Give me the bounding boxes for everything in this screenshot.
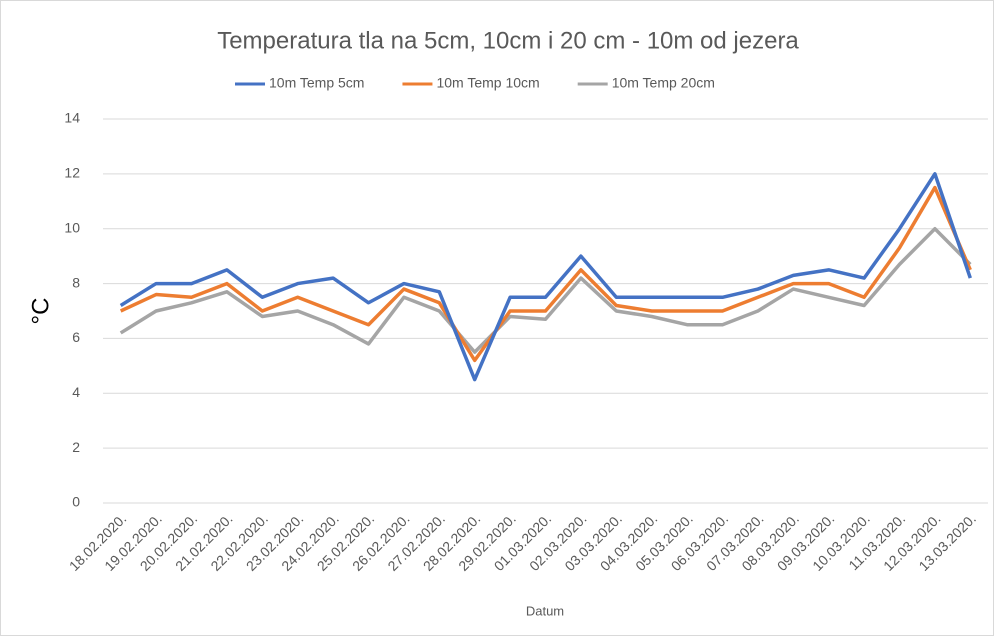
y-tick-label: 0: [72, 494, 80, 510]
y-tick-label: 8: [72, 274, 80, 290]
series-line: [119, 226, 972, 354]
legend-label: 10m Temp 10cm: [436, 75, 539, 91]
chart-title: Temperatura tla na 5cm, 10cm i 20 cm - 1…: [217, 27, 799, 54]
legend-label: 10m Temp 5cm: [269, 75, 364, 91]
y-tick-label: 10: [64, 219, 80, 235]
y-axis-label: °C: [27, 298, 54, 325]
series-line: [119, 185, 972, 363]
legend-label: 10m Temp 20cm: [612, 75, 715, 91]
y-tick-label: 14: [64, 110, 80, 126]
series-line: [119, 172, 972, 382]
x-axis-label: Datum: [526, 603, 564, 618]
y-tick-label: 4: [72, 384, 80, 400]
y-tick-label: 12: [64, 165, 80, 181]
y-tick-label: 6: [72, 329, 80, 345]
y-tick-label: 2: [72, 439, 80, 455]
